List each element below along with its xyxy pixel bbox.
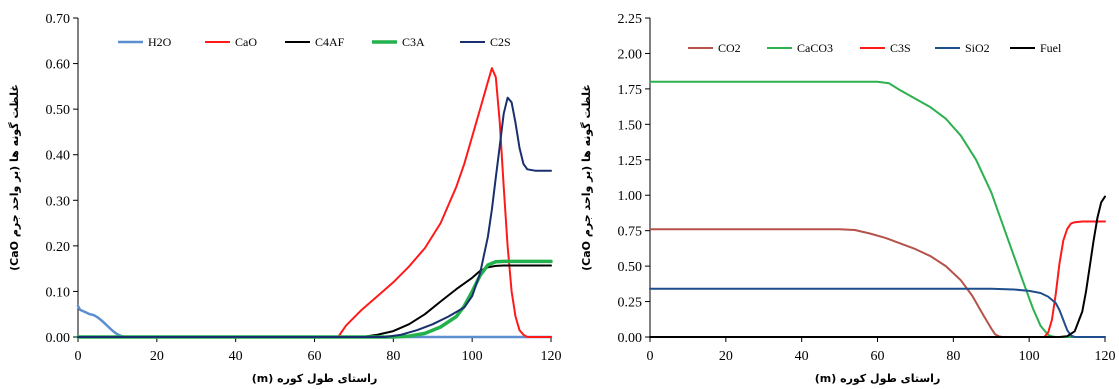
x-tick-label: 100 <box>462 349 483 364</box>
y-axis-title: غلظت گونه ها (بر واحد جرم CaO) <box>8 84 21 271</box>
y-tick-label: 1.25 <box>618 154 643 169</box>
x-tick-label: 80 <box>386 349 400 364</box>
x-tick-label: 20 <box>150 349 164 364</box>
x-tick-label: 100 <box>1019 349 1040 364</box>
legend-label: C4AF <box>315 35 345 49</box>
x-axis-title: راستای طول کوره (m) <box>252 372 378 385</box>
y-axis-title: غلظت گونه ها (بر واحد جرم CaO) <box>580 84 593 271</box>
x-tick-label: 60 <box>308 349 322 364</box>
series-line-c3s <box>649 220 1106 338</box>
x-tick-label: 40 <box>795 349 809 364</box>
x-tick-label: 80 <box>946 349 960 364</box>
y-tick-label: 0.70 <box>46 12 71 27</box>
series-line-c4af <box>77 264 552 338</box>
y-tick-label: 2.00 <box>618 47 643 62</box>
x-tick-label: 20 <box>719 349 733 364</box>
legend-label: CaCO3 <box>797 41 833 55</box>
x-tick-label: 0 <box>75 349 82 364</box>
y-tick-label: 0.00 <box>618 331 643 346</box>
y-tick-label: 0.00 <box>46 331 71 346</box>
series-line-c2s <box>77 96 552 338</box>
legend-label: C3A <box>402 35 425 49</box>
y-tick-label: 1.00 <box>618 189 643 204</box>
x-tick-label: 120 <box>1095 349 1116 364</box>
legend-label: SiO2 <box>965 41 990 55</box>
legend-label: H2O <box>148 35 172 49</box>
series-line-cao <box>77 67 552 338</box>
y-tick-label: 0.20 <box>46 240 71 255</box>
chart-2: 0.00 0.25 0.50 0.75 1.00 1.25 1.50 1.75 2.00 2.25… <box>580 12 1116 385</box>
series-line-co2 <box>649 228 1106 338</box>
legend-label: C3S <box>890 41 911 55</box>
legend-label: CaO <box>235 35 257 49</box>
y-tick-label: 2.25 <box>618 12 643 27</box>
y-tick-label: 0.30 <box>46 194 71 209</box>
y-tick-label: 0.10 <box>46 285 71 300</box>
y-tick-label: 0.25 <box>618 296 643 311</box>
x-tick-label: 120 <box>541 349 562 364</box>
x-tick-label: 60 <box>871 349 885 364</box>
y-tick-label: 1.75 <box>618 83 643 98</box>
series-line-h2o <box>76 304 553 339</box>
y-tick-label: 1.50 <box>618 118 643 133</box>
series-line-fuel <box>649 195 1106 338</box>
legend-label: CO2 <box>718 41 741 55</box>
x-axis-title: راستای طول کوره (m) <box>815 372 941 385</box>
x-tick-label: 40 <box>229 349 243 364</box>
series-line-caco3 <box>649 80 1106 338</box>
x-tick-label: 0 <box>647 349 654 364</box>
series-line-sio2 <box>649 287 1106 338</box>
y-tick-label: 0.60 <box>46 58 71 73</box>
y-tick-label: 0.50 <box>618 260 643 275</box>
y-tick-label: 0.40 <box>46 149 71 164</box>
y-tick-label: 0.50 <box>46 103 71 118</box>
legend-label: Fuel <box>1040 41 1062 55</box>
y-tick-label: 0.75 <box>618 225 643 240</box>
chart-1: 0.00 0.10 0.20 0.30 0.40 0.50 0.60 0.70 0 20 40 60 8… <box>8 12 562 385</box>
legend-label: C2S <box>490 35 511 49</box>
